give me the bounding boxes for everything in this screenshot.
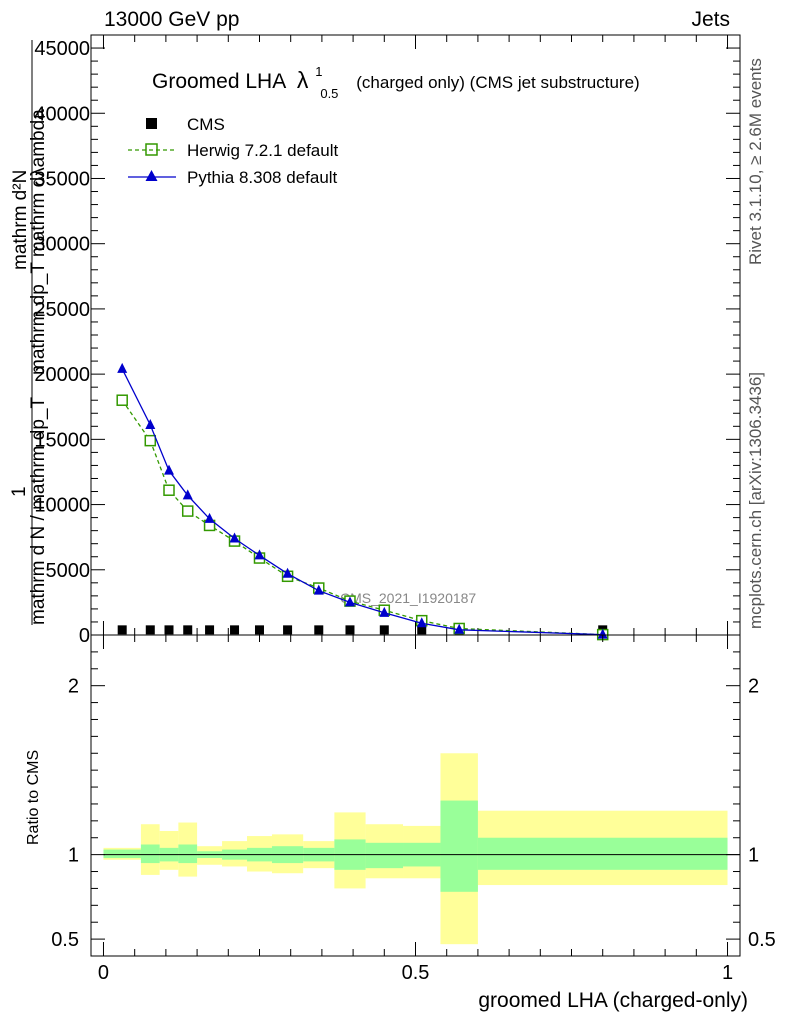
ratio-stat-band	[365, 842, 404, 869]
legend-pythia-marker	[145, 170, 158, 181]
ratio-ytick-label-right: 2	[748, 676, 759, 698]
ratio-ytick-label-right: 1	[748, 845, 759, 867]
cms-point	[145, 625, 155, 635]
header-left: 13000 GeV pp	[104, 8, 240, 31]
plot-title: Groomed LHA λ 1 0.5 (charged only) (CMS …	[152, 58, 640, 103]
x-axis-label: groomed LHA (charged-only)	[478, 989, 748, 1012]
herwig-point	[163, 484, 175, 496]
main-y-axis-label: mathrm d²N mathrm dp_T mathrm dλambda 1 …	[9, 40, 49, 625]
series-line-2	[121, 368, 603, 636]
pythia-point	[204, 512, 215, 523]
cms-point	[345, 625, 355, 635]
cms-point	[417, 625, 427, 635]
pythia-point	[344, 596, 355, 607]
main-ytick-label: 25000	[34, 299, 90, 321]
ratio-xtick-label: 0	[98, 962, 109, 984]
pythia-point	[117, 362, 128, 373]
pythia-point	[313, 584, 324, 595]
legend-cms-marker	[146, 118, 157, 129]
herwig-point	[144, 434, 157, 447]
pythia-point	[182, 489, 193, 500]
main-ytick-label: 10000	[34, 495, 90, 517]
pythia-point	[229, 532, 240, 543]
ratio-ytick-label: 2	[68, 676, 79, 698]
cms-point	[379, 625, 389, 635]
cms-point	[164, 625, 174, 635]
analysis-watermark: CMS_2021_I1920187	[340, 590, 476, 606]
legend: CMS Herwig 7.2.1 default Pythia 8.308 de…	[128, 115, 338, 187]
pythia-point	[597, 628, 608, 639]
pythia-point	[416, 617, 427, 628]
main-ytick-label: 0	[79, 625, 90, 647]
cms-point	[230, 625, 240, 635]
cms-point	[314, 625, 324, 635]
pythia-point	[454, 623, 465, 634]
main-plot: 0 5000 10000 15000 20000 25000 30000 35000 40000…	[9, 34, 741, 647]
ratio-bands	[103, 753, 740, 945]
pythia-point	[282, 567, 293, 578]
main-ytick-label: 20000	[34, 364, 90, 386]
svg-text:mathrm d N / mathrm dp_T: mathrm d N / mathrm dp_T	[28, 397, 49, 625]
legend-pythia-label: Pythia 8.308 default	[187, 168, 338, 187]
cms-point	[183, 625, 193, 635]
legend-cms-label: CMS	[187, 115, 225, 134]
ratio-stat-band	[103, 849, 141, 859]
ratio-ytick-label: 0.5	[51, 929, 79, 951]
ratio-stat-band	[140, 844, 160, 864]
ratio-stat-band	[477, 837, 728, 870]
ratio-stat-band	[440, 800, 478, 892]
ratio-xtick-label: 1	[722, 962, 733, 984]
ratio-xtick-label: 0.5	[402, 962, 430, 984]
ratio-plot: 0.5 0.5 1 1 2 2 0 0.5 1 Ratio to CMS groomed LHA…	[25, 634, 776, 1012]
legend-herwig-marker	[145, 143, 158, 156]
cms-point	[205, 625, 215, 635]
cms-point	[254, 625, 264, 635]
main-ytick-label: 30000	[34, 234, 90, 256]
ratio-ytick-label: 1	[68, 845, 79, 867]
ratio-stat-band	[178, 844, 198, 864]
ratio-ytick-label-right: 0.5	[748, 929, 776, 951]
ratio-y-axis-label: Ratio to CMS	[25, 750, 42, 845]
pythia-point	[164, 464, 175, 475]
ratio-frame	[90, 634, 741, 957]
main-ytick-label: 35000	[34, 168, 90, 190]
svg-text:mathrm dp_T mathrm dλambda: mathrm dp_T mathrm dλambda	[28, 109, 49, 375]
pythia-point	[379, 606, 390, 617]
main-ytick-label: 5000	[46, 560, 91, 582]
header-right: Jets	[691, 8, 730, 31]
cms-point	[117, 625, 127, 635]
herwig-point	[181, 505, 194, 517]
main-ytick-label: 15000	[34, 429, 90, 451]
svg-text:1: 1	[9, 486, 30, 497]
herwig-point	[116, 394, 128, 406]
pythia-point	[145, 419, 156, 429]
legend-herwig-label: Herwig 7.2.1 default	[187, 141, 338, 160]
svg-text:mathrm d²N: mathrm d²N	[10, 170, 31, 270]
main-ytick-label: 45000	[34, 38, 90, 60]
main-ytick-label: 40000	[34, 103, 90, 125]
main-ticks: 0 5000 10000 15000 20000 25000 30000 35000 40000…	[34, 35, 740, 647]
ratio-ticks: 0.5 0.5 1 1 2 2 0 0.5 1	[51, 635, 776, 984]
cms-point	[283, 625, 293, 635]
pythia-point	[254, 549, 265, 560]
